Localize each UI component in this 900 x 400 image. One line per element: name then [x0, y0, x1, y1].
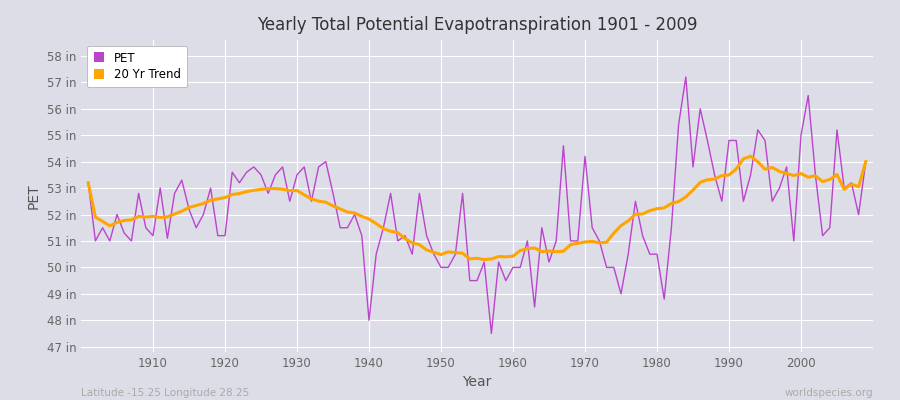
- Title: Yearly Total Potential Evapotranspiration 1901 - 2009: Yearly Total Potential Evapotranspiratio…: [256, 16, 698, 34]
- X-axis label: Year: Year: [463, 376, 491, 390]
- Text: worldspecies.org: worldspecies.org: [785, 388, 873, 398]
- Y-axis label: PET: PET: [27, 183, 41, 209]
- Text: Latitude -15.25 Longitude 28.25: Latitude -15.25 Longitude 28.25: [81, 388, 249, 398]
- Legend: PET, 20 Yr Trend: PET, 20 Yr Trend: [87, 46, 187, 87]
